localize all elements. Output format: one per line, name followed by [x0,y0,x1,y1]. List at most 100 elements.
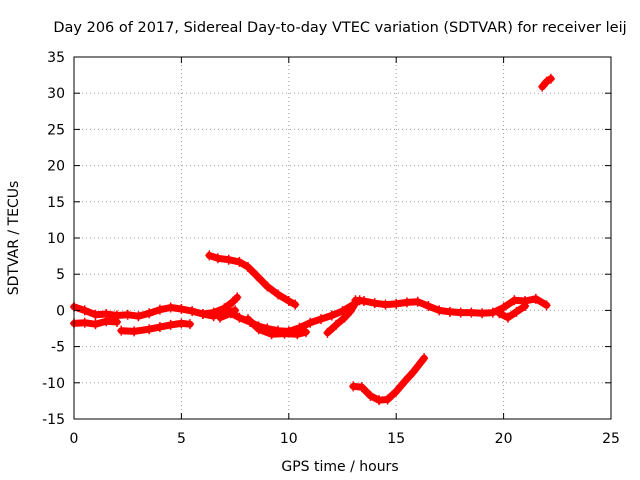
data-point [166,302,175,313]
data-point [340,312,349,323]
data-point [280,328,289,339]
data-point [375,395,384,406]
grid [74,57,611,419]
data-point [188,306,197,317]
data-point [209,307,218,318]
data-point [267,329,276,340]
data-point [235,256,244,267]
data-point [347,305,356,316]
data-point [155,304,164,315]
y-tick-label: 15 [47,195,65,211]
y-tick-label: 0 [56,303,65,319]
data-point [327,310,336,321]
y-tick-label: 20 [47,159,65,175]
data-point [291,299,300,310]
data-point [216,312,225,323]
tick-labels: 0 5 10 15 20 25 35 30 25 20 15 10 5 0 -5 -10 -15 [42,50,620,447]
data-point [338,306,347,317]
data-point [177,318,186,329]
y-tick-label: 5 [56,267,65,283]
data-point [254,324,263,335]
x-tick-label: 15 [387,431,405,447]
data-point [102,316,111,327]
data-point [467,307,476,318]
series-track-11 [349,354,428,404]
data-point [349,381,358,392]
data-point [499,302,508,313]
data-point [243,261,252,272]
data-layer [70,73,555,406]
y-tick-label: 10 [47,231,65,247]
x-tick-label: 25 [602,431,620,447]
series-track-10 [495,302,529,322]
x-axis-label: GPS time / hours [281,459,398,475]
y-axis-label: SDTVAR / TECUs [6,181,22,296]
data-point [510,295,519,306]
data-point [400,376,409,387]
data-point [80,305,89,316]
data-point [213,253,222,264]
data-point [145,324,154,335]
data-point [542,300,551,311]
data-point [445,306,454,317]
data-point [185,319,194,330]
data-point [456,307,465,318]
data-point [402,297,411,308]
series-track-3 [117,319,194,335]
data-point [351,295,360,306]
data-point [370,298,379,309]
data-point [233,292,242,303]
data-point [80,317,89,328]
data-point [117,325,126,336]
data-point [503,312,512,323]
data-point [293,329,302,340]
data-point [435,305,444,316]
data-point [306,317,315,328]
ticks [73,56,612,420]
data-point [220,303,229,314]
data-point [243,314,252,325]
data-point [357,382,366,393]
data-point [177,303,186,314]
data-point [521,301,530,312]
data-point [392,298,401,309]
data-point [323,327,332,338]
y-tick-label: 35 [47,50,65,66]
series-track-4 [205,251,299,309]
data-point [383,394,392,405]
data-point [235,312,244,323]
data-point [392,386,401,397]
data-point [409,366,418,377]
data-point [478,308,487,319]
y-tick-label: 25 [47,122,65,138]
chart-title: Day 206 of 2017, Sidereal Day-to-day VTE… [53,20,626,36]
data-point [301,327,310,338]
data-point [546,73,555,84]
data-point [198,309,207,320]
y-tick-label: -15 [42,412,65,428]
data-point [542,76,551,87]
data-point [274,289,283,300]
data-point [359,295,368,306]
data-point [91,319,100,330]
data-point [420,353,429,364]
data-point [413,296,422,307]
data-point [228,296,237,307]
data-point [332,319,341,330]
data-point [155,322,164,333]
x-tick-label: 5 [177,431,186,447]
data-point [134,311,143,322]
x-tick-label: 0 [70,431,79,447]
y-tick-label: 30 [47,86,65,102]
data-point [284,295,293,306]
x-tick-label: 20 [495,431,513,447]
data-point [205,250,214,261]
data-point [495,308,504,319]
data-point [130,326,139,337]
data-point [145,308,154,319]
data-point [166,319,175,330]
data-point [112,316,121,327]
data-point [366,390,375,401]
data-point [381,299,390,310]
